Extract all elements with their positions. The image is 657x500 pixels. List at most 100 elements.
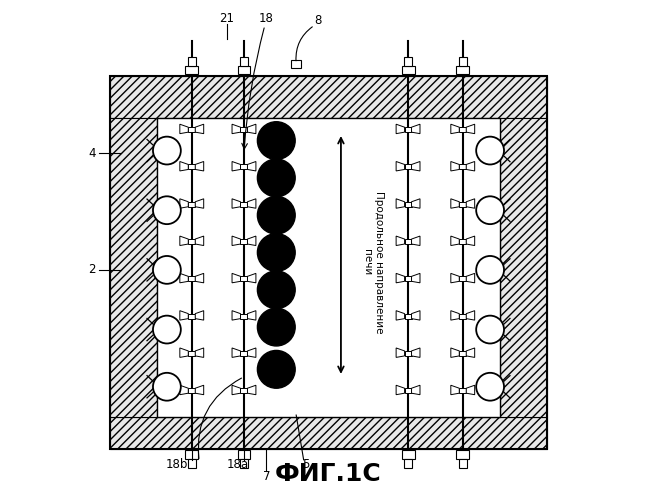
Circle shape (153, 316, 181, 344)
Polygon shape (451, 199, 459, 208)
Polygon shape (466, 385, 475, 394)
Text: 5: 5 (302, 458, 310, 471)
Bar (401, 450, 415, 460)
Bar (459, 127, 466, 132)
Polygon shape (232, 274, 240, 283)
Text: 18a: 18a (227, 458, 249, 471)
Circle shape (258, 350, 295, 388)
Polygon shape (466, 348, 475, 358)
Polygon shape (411, 124, 420, 134)
Circle shape (153, 196, 181, 224)
Bar (405, 239, 411, 244)
Polygon shape (451, 236, 459, 246)
Polygon shape (232, 162, 240, 171)
Bar (456, 450, 469, 460)
Bar (240, 314, 248, 318)
Circle shape (258, 308, 295, 346)
Polygon shape (466, 162, 475, 171)
Polygon shape (396, 124, 405, 134)
Bar (405, 388, 411, 393)
Bar (459, 388, 466, 393)
Polygon shape (248, 199, 256, 208)
Bar (405, 276, 411, 281)
Bar (405, 314, 411, 318)
Polygon shape (411, 385, 420, 394)
Polygon shape (396, 310, 405, 320)
Bar (459, 460, 466, 468)
Bar (188, 460, 196, 468)
Polygon shape (396, 385, 405, 394)
Polygon shape (411, 162, 420, 171)
Polygon shape (232, 199, 240, 208)
Circle shape (476, 373, 504, 400)
Circle shape (258, 122, 295, 160)
Polygon shape (451, 162, 459, 171)
Bar (401, 66, 415, 74)
Polygon shape (195, 162, 204, 171)
Polygon shape (451, 310, 459, 320)
Bar (459, 351, 466, 356)
Bar (110, 76, 547, 449)
Polygon shape (411, 274, 420, 283)
Bar (189, 127, 195, 132)
Bar (240, 202, 248, 206)
Bar (240, 56, 248, 66)
Polygon shape (451, 124, 459, 134)
Bar (238, 66, 250, 74)
Polygon shape (195, 274, 204, 283)
Bar (459, 276, 466, 281)
Polygon shape (466, 274, 475, 283)
Text: 18b: 18b (166, 458, 188, 471)
Bar (188, 56, 196, 66)
Bar (185, 66, 198, 74)
Polygon shape (396, 162, 405, 171)
Polygon shape (411, 236, 420, 246)
Bar (405, 164, 411, 170)
Text: ФИГ.1C: ФИГ.1C (275, 462, 382, 486)
Polygon shape (232, 124, 240, 134)
Bar (189, 314, 195, 318)
Polygon shape (195, 385, 204, 394)
Bar (500, 118, 547, 416)
Text: 18: 18 (259, 12, 274, 26)
Bar (459, 56, 466, 66)
Bar (240, 276, 248, 281)
Bar (240, 127, 248, 132)
Circle shape (153, 136, 181, 164)
Bar (240, 351, 248, 356)
Text: 2: 2 (89, 264, 96, 276)
Circle shape (258, 196, 295, 234)
Bar (240, 388, 248, 393)
Circle shape (476, 316, 504, 344)
Bar (189, 164, 195, 170)
Circle shape (476, 196, 504, 224)
Text: 4: 4 (89, 146, 96, 160)
Polygon shape (195, 310, 204, 320)
Polygon shape (466, 124, 475, 134)
Polygon shape (180, 236, 189, 246)
Polygon shape (466, 310, 475, 320)
Polygon shape (248, 274, 256, 283)
Bar (459, 314, 466, 318)
Bar (189, 276, 195, 281)
Polygon shape (396, 348, 405, 358)
Polygon shape (411, 310, 420, 320)
Bar (456, 66, 469, 74)
Text: 8: 8 (314, 14, 321, 27)
Polygon shape (180, 124, 189, 134)
Polygon shape (451, 348, 459, 358)
Polygon shape (232, 310, 240, 320)
Text: Продольное направление
печи: Продольное направление печи (363, 191, 384, 334)
Polygon shape (248, 385, 256, 394)
Polygon shape (411, 348, 420, 358)
Bar (185, 450, 198, 460)
Polygon shape (180, 310, 189, 320)
Bar (110, 76, 547, 118)
Circle shape (258, 234, 295, 272)
Text: 7: 7 (263, 470, 270, 482)
Polygon shape (411, 199, 420, 208)
Polygon shape (180, 385, 189, 394)
Circle shape (476, 136, 504, 164)
Bar (238, 450, 250, 460)
Polygon shape (396, 199, 405, 208)
